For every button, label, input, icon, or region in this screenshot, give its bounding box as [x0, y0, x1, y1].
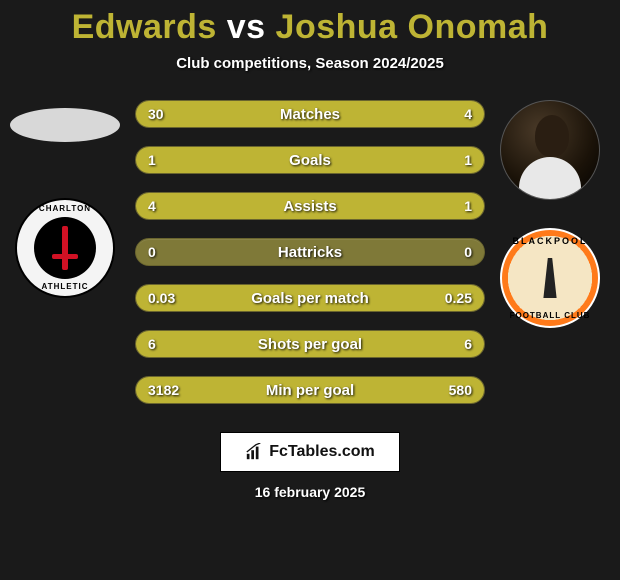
footer-brand-logo: FcTables.com — [220, 432, 400, 472]
tower-icon — [539, 258, 561, 298]
club-badge-right: BLACKPOOL FOOTBALL CLUB — [500, 228, 600, 328]
comparison-title: Edwards vs Joshua Onomah — [0, 0, 620, 47]
right-player-column: BLACKPOOL FOOTBALL CLUB — [500, 100, 600, 328]
stat-row: 66Shots per goal — [135, 330, 485, 358]
stat-row: 11Goals — [135, 146, 485, 174]
player-right-avatar — [500, 100, 600, 200]
player-right-name: Joshua Onomah — [276, 8, 549, 46]
subtitle: Club competitions, Season 2024/2025 — [0, 55, 620, 72]
sword-icon — [62, 226, 68, 270]
footer-brand-text: FcTables.com — [269, 443, 375, 461]
club-badge-right-bottom-text: FOOTBALL CLUB — [510, 311, 591, 320]
stat-row: 00Hattricks — [135, 238, 485, 266]
footer-date: 16 february 2025 — [0, 484, 620, 500]
club-badge-left-bottom-text: ATHLETIC — [42, 282, 89, 291]
vs-text: vs — [227, 8, 266, 46]
club-badge-left: CHARLTON ATHLETIC — [15, 198, 115, 298]
chart-icon — [245, 443, 263, 461]
club-badge-left-top-text: CHARLTON — [39, 204, 91, 213]
stat-label: Hattricks — [136, 239, 484, 265]
stat-row: 41Assists — [135, 192, 485, 220]
stat-label: Shots per goal — [136, 331, 484, 357]
stat-label: Assists — [136, 193, 484, 219]
stat-row: 3182580Min per goal — [135, 376, 485, 404]
club-badge-right-top-text: BLACKPOOL — [513, 236, 588, 246]
stat-label: Goals — [136, 147, 484, 173]
stat-label: Min per goal — [136, 377, 484, 403]
main-content: CHARLTON ATHLETIC BLACKPOOL FOOTBALL CLU… — [0, 100, 620, 404]
stat-bars-container: 304Matches 11Goals 41Assists 00Hattricks 0.0… — [135, 100, 485, 404]
club-badge-left-inner — [34, 217, 96, 279]
stat-label: Matches — [136, 101, 484, 127]
stat-row: 304Matches — [135, 100, 485, 128]
player-left-avatar-placeholder — [10, 108, 120, 142]
stat-row: 0.030.25Goals per match — [135, 284, 485, 312]
player-left-name: Edwards — [72, 8, 217, 46]
stat-label: Goals per match — [136, 285, 484, 311]
left-player-column: CHARLTON ATHLETIC — [10, 100, 120, 298]
